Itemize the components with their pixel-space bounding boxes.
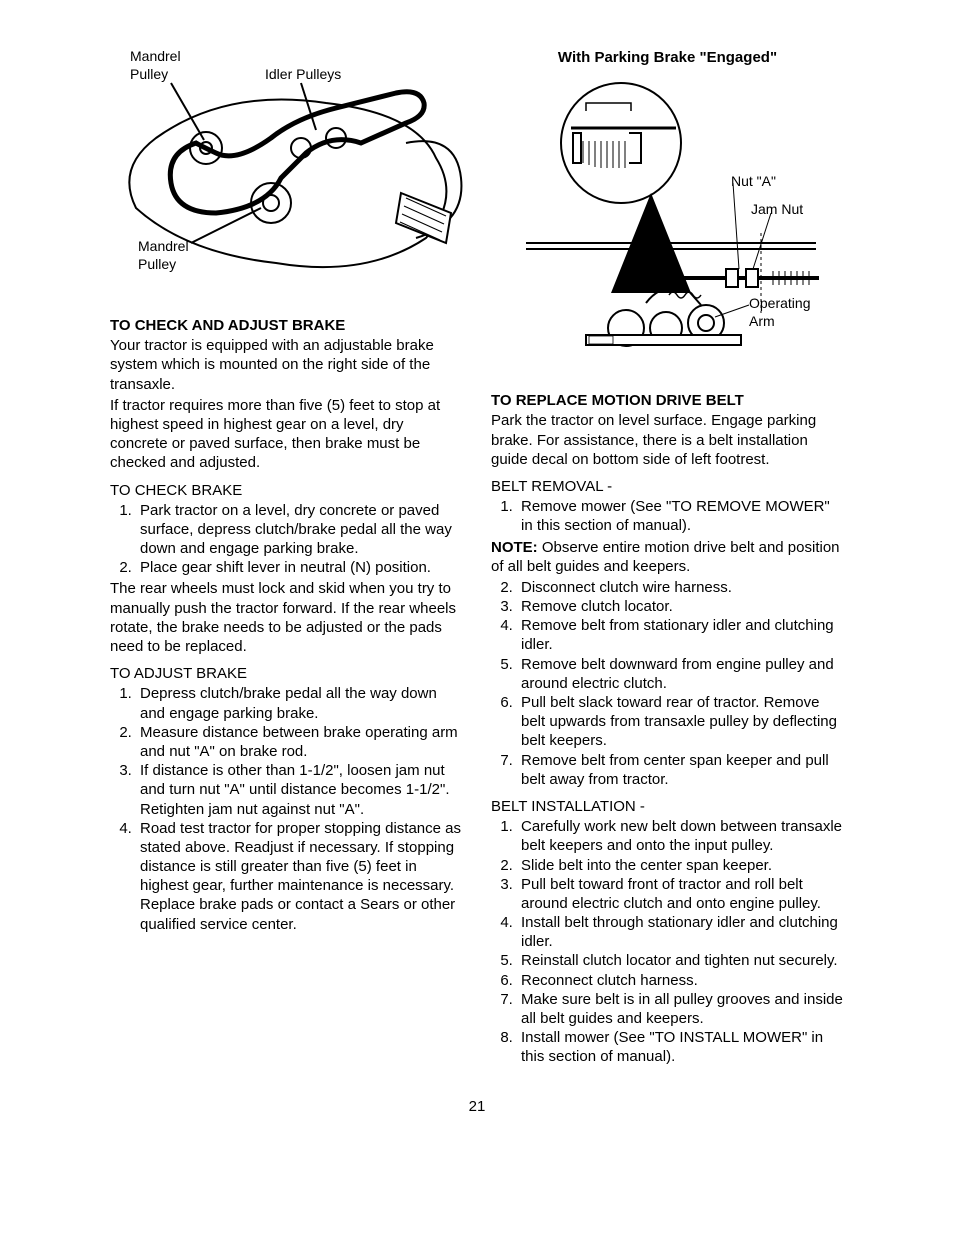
- list-belt-removal-2: Disconnect clutch wire harness. Remove c…: [491, 578, 844, 789]
- subhead-adjust-brake: TO ADJUST BRAKE: [110, 664, 463, 683]
- list-item: Reinstall clutch locator and tighten nut…: [517, 951, 844, 970]
- list-item: Pull belt slack toward rear of tractor. …: [517, 693, 844, 751]
- list-item: Install mower (See "TO INSTALL MOWER" in…: [517, 1028, 844, 1066]
- list-belt-install: Carefully work new belt down between tra…: [491, 817, 844, 1066]
- list-item: If distance is other than 1-1/2", loosen…: [136, 761, 463, 819]
- list-item: Pull belt toward front of tractor and ro…: [517, 875, 844, 913]
- list-item: Park tractor on a level, dry concrete or…: [136, 501, 463, 559]
- heading-replace-belt: TO REPLACE MOTION DRIVE BELT: [491, 391, 844, 410]
- list-adjust-brake: Depress clutch/brake pedal all the way d…: [110, 684, 463, 933]
- brake-adjustment-diagram: 1-1/2" Nut "A" Jam Nut Operating Arm: [491, 73, 844, 373]
- list-belt-removal-1: Remove mower (See "TO REMOVE MOWER" in t…: [491, 497, 844, 535]
- right-column: With Parking Brake "Engaged" 1-1/2" Nut …: [491, 48, 844, 1069]
- note-text: Observe entire motion drive belt and pos…: [491, 539, 840, 575]
- para-check-after: The rear wheels must lock and skid when …: [110, 579, 463, 656]
- list-check-brake: Park tractor on a level, dry concrete or…: [110, 501, 463, 578]
- list-item: Disconnect clutch wire harness.: [517, 578, 844, 597]
- note-label: NOTE:: [491, 539, 538, 556]
- mower-deck-diagram: Mandrel Pulley Idler Pulleys Mandrel Pul…: [110, 48, 463, 298]
- list-item: Depress clutch/brake pedal all the way d…: [136, 684, 463, 722]
- brake-adjust-svg: [491, 73, 851, 373]
- para-brake-intro-2: If tractor requires more than five (5) f…: [110, 396, 463, 473]
- para-brake-intro-1: Your tractor is equipped with an adjusta…: [110, 336, 463, 394]
- subhead-belt-install: BELT INSTALLATION -: [491, 797, 844, 816]
- subhead-belt-removal: BELT REMOVAL -: [491, 477, 844, 496]
- list-item: Remove belt from center span keeper and …: [517, 751, 844, 789]
- list-item: Remove mower (See "TO REMOVE MOWER" in t…: [517, 497, 844, 535]
- list-item: Reconnect clutch harness.: [517, 971, 844, 990]
- caption-parking-brake: With Parking Brake "Engaged": [491, 48, 844, 67]
- list-item: Make sure belt is in all pulley grooves …: [517, 990, 844, 1028]
- two-column-layout: Mandrel Pulley Idler Pulleys Mandrel Pul…: [110, 48, 844, 1069]
- list-item: Measure distance between brake operating…: [136, 723, 463, 761]
- para-replace-intro: Park the tractor on level surface. Engag…: [491, 411, 844, 469]
- list-item: Remove belt downward from engine pulley …: [517, 655, 844, 693]
- left-column: Mandrel Pulley Idler Pulleys Mandrel Pul…: [110, 48, 463, 1069]
- list-item: Carefully work new belt down between tra…: [517, 817, 844, 855]
- page-number: 21: [110, 1097, 844, 1116]
- heading-check-adjust-brake: TO CHECK AND ADJUST BRAKE: [110, 316, 463, 335]
- list-item: Remove clutch locator.: [517, 597, 844, 616]
- mower-deck-svg: [106, 48, 466, 298]
- subhead-check-brake: TO CHECK BRAKE: [110, 481, 463, 500]
- list-item: Place gear shift lever in neutral (N) po…: [136, 558, 463, 577]
- list-item: Road test tractor for proper stopping di…: [136, 819, 463, 934]
- para-removal-note: NOTE: Observe entire motion drive belt a…: [491, 538, 844, 576]
- list-item: Slide belt into the center span keeper.: [517, 856, 844, 875]
- list-item: Remove belt from stationary idler and cl…: [517, 616, 844, 654]
- list-item: Install belt through stationary idler an…: [517, 913, 844, 951]
